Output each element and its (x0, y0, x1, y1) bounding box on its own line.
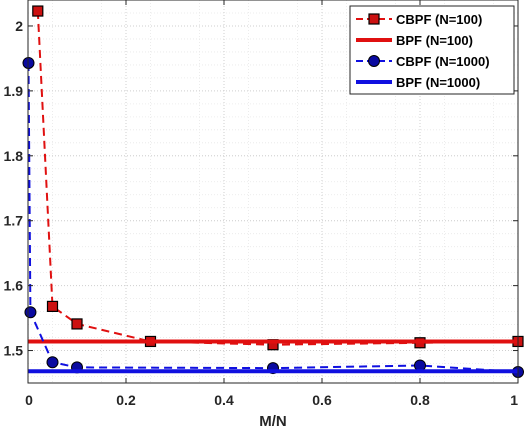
x-tick-label: 0.2 (116, 392, 136, 408)
x-tick-label: 0 (25, 392, 33, 408)
legend-swatch-marker (368, 55, 380, 67)
x-tick-label: 0.4 (214, 392, 234, 408)
data-point (32, 5, 44, 17)
y-tick-label: 1.9 (4, 83, 24, 99)
legend-label: BPF (N=1000) (396, 75, 480, 90)
x-tick-label: 1 (510, 392, 518, 408)
x-axis-label: M/N (259, 413, 287, 430)
legend-label: CBPF (N=100) (396, 12, 482, 27)
x-tick-label: 0.6 (312, 392, 332, 408)
x-tick-label: 0.8 (410, 392, 430, 408)
data-point (46, 356, 59, 369)
legend-label: CBPF (N=1000) (396, 54, 490, 69)
y-tick-label: 1.6 (4, 278, 24, 294)
data-point (71, 318, 83, 330)
legend-swatch-marker (368, 13, 380, 25)
data-point (46, 300, 59, 312)
legend: CBPF (N=100) BPF (N=100) CBPF (N=1000) BPF … (349, 5, 515, 95)
data-point (24, 306, 37, 319)
y-tick-label: 1.8 (4, 148, 24, 164)
y-tick-label: 1.5 (4, 343, 24, 359)
series-layer (22, 5, 524, 378)
y-tick-label: 1.7 (4, 213, 24, 229)
axis-ticks: 1.5 1.6 1.7 1.8 1.9 2 0 0.2 0.4 0.6 0.8 1 (4, 0, 519, 408)
plot-frame (27, 0, 519, 384)
legend-label: BPF (N=100) (396, 33, 473, 48)
y-tick-label: 2 (15, 18, 23, 34)
